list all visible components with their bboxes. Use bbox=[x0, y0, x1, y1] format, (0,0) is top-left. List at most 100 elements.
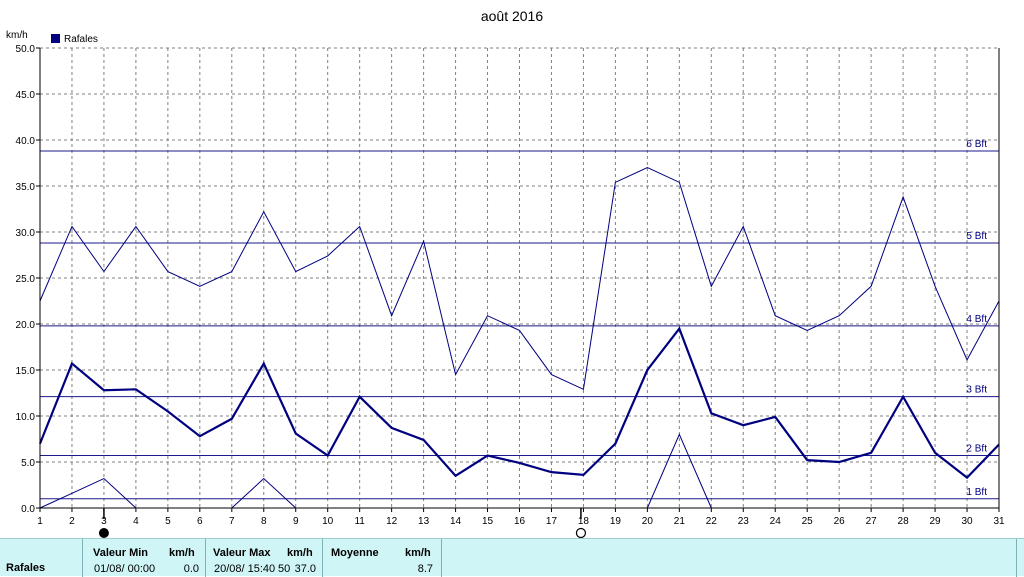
x-tick-label: 15 bbox=[482, 516, 494, 527]
x-tick-label: 16 bbox=[514, 516, 526, 527]
data-point-min bbox=[263, 477, 265, 479]
data-point-average bbox=[806, 459, 808, 461]
y-tick-label: 35.0 bbox=[16, 182, 36, 193]
data-point-max bbox=[486, 315, 488, 317]
beaufort-reference-lines: 1 Bft 2 Bft 3 Bft 4 Bft 5 Bft 6 Bft bbox=[40, 139, 999, 500]
summary-min-header: Valeur Min bbox=[93, 547, 149, 559]
beaufort-label: 5 Bft bbox=[966, 231, 987, 242]
summary-min-cell: Valeur Min km/h 01/08/ 00:00 0.0 bbox=[83, 539, 205, 577]
x-tick-label: 10 bbox=[322, 516, 334, 527]
data-point-max bbox=[295, 270, 297, 272]
y-tick-label: 20.0 bbox=[16, 320, 36, 331]
data-point-max bbox=[263, 211, 265, 213]
data-point-max bbox=[518, 329, 520, 331]
x-tick-label: 24 bbox=[770, 516, 782, 527]
data-point-max bbox=[870, 285, 872, 287]
y-axis-unit-label: km/h bbox=[6, 30, 28, 41]
data-point-average bbox=[135, 388, 137, 390]
summary-panel: Rafales Valeur Min km/h 01/08/ 00:00 0.0… bbox=[0, 538, 1024, 577]
data-point-average bbox=[486, 454, 488, 456]
data-point-average bbox=[390, 427, 392, 429]
data-point-max bbox=[327, 255, 329, 257]
summary-max-header: Valeur Max bbox=[213, 547, 271, 559]
data-point-average bbox=[422, 439, 424, 441]
summary-min-unit: km/h bbox=[169, 547, 195, 559]
data-point-average bbox=[454, 475, 456, 477]
y-tick-label: 25.0 bbox=[16, 274, 36, 285]
x-tick-label: 27 bbox=[866, 516, 878, 527]
x-tick-label: 17 bbox=[546, 516, 558, 527]
summary-min-value: 0.0 bbox=[183, 563, 199, 575]
data-point-max bbox=[135, 225, 137, 227]
data-point-average bbox=[518, 462, 520, 464]
beaufort-label: 6 Bft bbox=[966, 139, 987, 150]
summary-max-unit: km/h bbox=[287, 547, 313, 559]
data-point-max bbox=[550, 373, 552, 375]
x-tick-label: 12 bbox=[386, 516, 398, 527]
x-tick-label: 25 bbox=[802, 516, 814, 527]
x-tick-label: 11 bbox=[354, 516, 365, 527]
x-tick-label: 30 bbox=[961, 516, 973, 527]
summary-max-datetime: 20/08/ 15:40 bbox=[214, 563, 276, 575]
x-tick-label: 7 bbox=[229, 516, 235, 527]
series-line-min bbox=[39, 477, 137, 509]
data-point-average bbox=[678, 327, 680, 329]
x-tick-label: 31 bbox=[993, 516, 1005, 527]
data-point-average bbox=[358, 395, 360, 397]
summary-max-time-overlap: 50 bbox=[278, 563, 291, 575]
data-point-average bbox=[870, 452, 872, 454]
data-point-max bbox=[390, 315, 392, 317]
data-point-average bbox=[838, 461, 840, 463]
x-tick-label: 9 bbox=[293, 516, 299, 527]
data-point-max bbox=[774, 315, 776, 317]
x-tick-label: 8 bbox=[261, 516, 267, 527]
data-point-max bbox=[902, 196, 904, 198]
data-point-average bbox=[966, 476, 968, 478]
x-tick-label: 1 bbox=[37, 516, 43, 527]
y-tick-label: 40.0 bbox=[16, 136, 36, 147]
data-point-max bbox=[103, 270, 105, 272]
data-point-max bbox=[358, 225, 360, 227]
y-tick-label: 0.0 bbox=[21, 504, 35, 515]
data-point-max bbox=[742, 225, 744, 227]
series-line-max bbox=[39, 167, 1000, 391]
summary-avg-value: 8.7 bbox=[417, 563, 433, 575]
series bbox=[38, 166, 1000, 509]
data-point-average bbox=[167, 410, 169, 412]
summary-avg-cell: Moyenne km/h 8.7 bbox=[323, 539, 441, 577]
data-point-max bbox=[838, 315, 840, 317]
data-point-average bbox=[710, 412, 712, 414]
x-tick-label: 22 bbox=[706, 516, 718, 527]
x-tick-label: 3 bbox=[101, 516, 107, 527]
y-tick-label: 45.0 bbox=[16, 90, 36, 101]
x-tick-label: 20 bbox=[642, 516, 654, 527]
data-point-max bbox=[646, 166, 648, 168]
x-tick-label: 26 bbox=[834, 516, 846, 527]
series-line-average bbox=[38, 326, 1000, 480]
x-tick-label: 28 bbox=[898, 516, 910, 527]
beaufort-label: 4 Bft bbox=[966, 314, 987, 325]
data-point-average bbox=[902, 395, 904, 397]
summary-min-datetime: 01/08/ 00:00 bbox=[94, 563, 156, 575]
beaufort-label: 2 Bft bbox=[966, 444, 987, 455]
summary-row-label-cell: Rafales bbox=[0, 539, 82, 577]
data-point-max bbox=[199, 285, 201, 287]
chart-title: août 2016 bbox=[481, 8, 543, 24]
data-point-average bbox=[103, 389, 105, 391]
data-point-min bbox=[678, 433, 680, 435]
beaufort-label: 3 Bft bbox=[966, 385, 987, 396]
y-tick-label: 5.0 bbox=[21, 458, 35, 469]
summary-avg-unit: km/h bbox=[405, 547, 431, 559]
data-point-max bbox=[422, 240, 424, 242]
data-point-max bbox=[454, 373, 456, 375]
chart: août 2016 km/h Rafales 1 Bft 2 Bft 3 Bft 4 … bbox=[6, 8, 1005, 538]
x-tick-label: 29 bbox=[930, 516, 942, 527]
data-point-min bbox=[103, 477, 105, 479]
data-point-max bbox=[710, 285, 712, 287]
data-point-average bbox=[774, 416, 776, 418]
grid bbox=[40, 47, 1000, 508]
x-tick-label: 21 bbox=[674, 516, 686, 527]
x-tick-label: 2 bbox=[69, 516, 75, 527]
x-tick-label: 19 bbox=[610, 516, 622, 527]
x-tick-label: 6 bbox=[197, 516, 203, 527]
